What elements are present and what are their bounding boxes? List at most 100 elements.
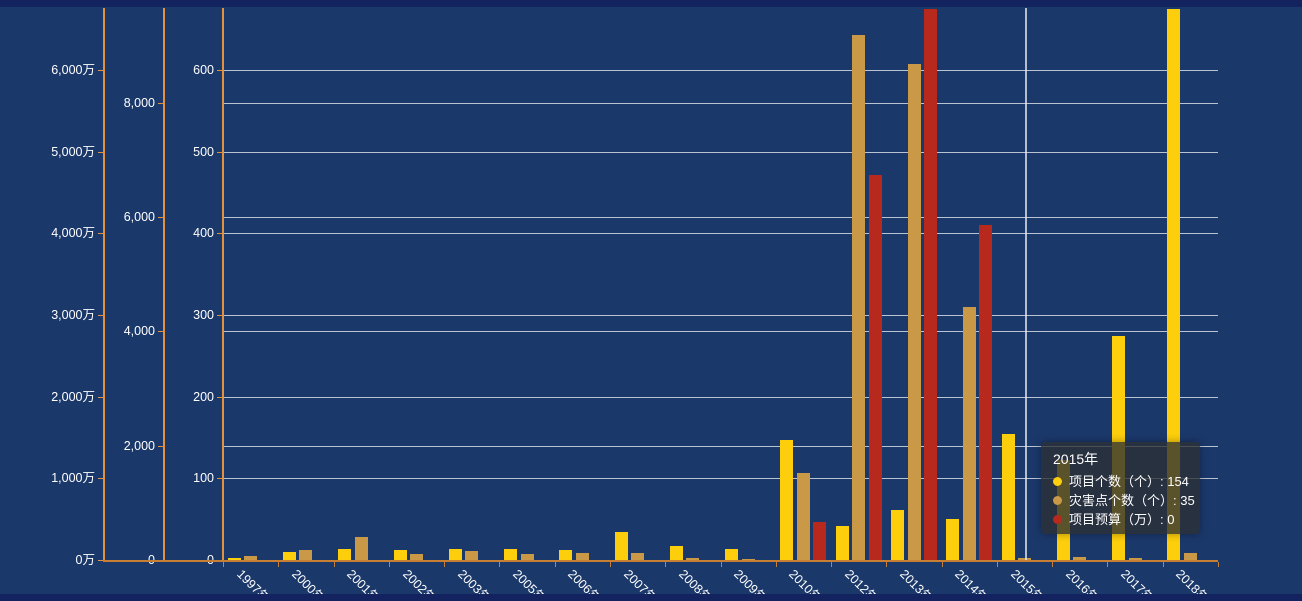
bar[interactable] <box>282 551 296 560</box>
x-axis-line <box>103 560 1218 562</box>
bar[interactable] <box>299 550 313 560</box>
tooltip-row-text: 项目个数（个）: 154 <box>1069 474 1189 489</box>
bar[interactable] <box>575 552 589 560</box>
x-axis-tick <box>333 562 335 567</box>
x-axis-tick <box>499 562 501 567</box>
y-axis-tick <box>217 233 223 235</box>
x-axis-tick <box>554 562 556 567</box>
bar[interactable] <box>725 548 739 560</box>
bar[interactable] <box>1183 553 1197 560</box>
bar[interactable] <box>448 549 462 560</box>
y-axis-label: 6,000万 <box>51 62 95 77</box>
tooltip: 2015年 项目个数（个）: 154 灾害点个数（个）: 35 项目预算（万）: 0 <box>1041 442 1200 534</box>
y-axis-tick <box>217 396 223 398</box>
y-axis-line-points <box>163 8 165 562</box>
gridline <box>223 69 1218 71</box>
y-axis-tick <box>98 396 104 398</box>
bar[interactable] <box>1167 8 1181 560</box>
bar[interactable] <box>520 553 534 560</box>
y-axis-tick <box>158 331 164 333</box>
bar[interactable] <box>465 551 479 560</box>
y-axis-label: 4,000 <box>123 324 155 339</box>
series-color-dot-icon <box>1053 477 1062 486</box>
bar[interactable] <box>868 175 882 560</box>
gridline <box>223 478 1218 480</box>
x-axis-tick <box>1107 562 1109 567</box>
tooltip-rows: 项目个数（个）: 154 灾害点个数（个）: 35 项目预算（万）: 0 <box>1053 472 1195 529</box>
y-axis-tick <box>158 102 164 104</box>
gridline <box>223 102 1218 104</box>
y-axis-line-count <box>222 8 224 562</box>
bar[interactable] <box>835 525 849 560</box>
bar[interactable] <box>631 553 645 560</box>
bar[interactable] <box>669 546 683 560</box>
gridline <box>223 396 1218 398</box>
y-axis-label: 6,000 <box>123 210 155 225</box>
x-axis-tick <box>996 562 998 567</box>
bar[interactable] <box>979 225 993 560</box>
bar[interactable] <box>686 558 700 560</box>
y-axis-label: 400 <box>193 226 214 241</box>
y-axis-label: 500 <box>193 144 214 159</box>
y-axis-label: 300 <box>193 307 214 322</box>
y-axis-tick <box>217 478 223 480</box>
x-axis-tick <box>1218 562 1219 567</box>
bar[interactable] <box>614 532 628 560</box>
x-axis-tick <box>941 562 943 567</box>
gridline <box>223 233 1218 235</box>
y-axis-label: 1,000万 <box>51 471 95 486</box>
bar[interactable] <box>244 556 258 560</box>
top-frame-strip <box>0 0 1302 7</box>
x-axis-tick <box>720 562 722 567</box>
bar[interactable] <box>354 537 368 560</box>
bar[interactable] <box>813 522 827 560</box>
bar[interactable] <box>1128 558 1142 560</box>
tooltip-row-text: 项目预算（万）: 0 <box>1069 512 1175 527</box>
y-axis-tick <box>98 560 104 561</box>
y-axis-label: 2,000万 <box>51 389 95 404</box>
bar[interactable] <box>852 34 866 560</box>
series-color-dot-icon <box>1053 515 1062 524</box>
bar[interactable] <box>891 510 904 560</box>
bar[interactable] <box>410 553 423 560</box>
bar[interactable] <box>946 519 960 560</box>
bar[interactable] <box>962 306 976 560</box>
x-axis-tick <box>388 562 390 567</box>
gridline <box>223 331 1218 333</box>
bar[interactable] <box>338 549 352 560</box>
tooltip-title: 2015年 <box>1053 451 1099 467</box>
bar[interactable] <box>393 550 407 560</box>
bar[interactable] <box>796 473 810 560</box>
y-axis-label: 600 <box>193 62 214 77</box>
x-axis-tick <box>278 562 280 567</box>
tooltip-row: 灾害点个数（个）: 35 <box>1053 491 1195 510</box>
bar[interactable] <box>227 558 241 560</box>
y-axis-tick <box>98 69 104 71</box>
bar[interactable] <box>559 550 573 560</box>
x-axis-tick <box>223 562 224 567</box>
bar[interactable] <box>924 8 937 560</box>
bottom-frame-strip <box>0 594 1302 601</box>
bar[interactable] <box>780 439 794 560</box>
y-axis-label: 5,000万 <box>51 144 95 159</box>
y-axis-label: 200 <box>193 389 214 404</box>
y-axis-tick <box>217 69 223 71</box>
gridline <box>223 217 1218 219</box>
y-axis-label: 100 <box>193 471 214 486</box>
y-axis-tick <box>98 233 104 235</box>
y-axis-label: 4,000万 <box>51 226 95 241</box>
y-axis-label: 8,000 <box>123 95 155 110</box>
bar[interactable] <box>741 558 755 560</box>
bar[interactable] <box>1073 556 1087 560</box>
x-axis-tick <box>831 562 833 567</box>
bar[interactable] <box>907 63 921 560</box>
bar[interactable] <box>504 549 517 560</box>
x-axis-tick <box>886 562 888 567</box>
x-axis-tick <box>665 562 667 567</box>
x-axis-tick <box>444 562 446 567</box>
axis-pointer-line <box>1024 8 1027 560</box>
bar[interactable] <box>1001 434 1015 560</box>
gridline <box>223 445 1218 447</box>
y-axis-label: 0万 <box>75 553 95 567</box>
